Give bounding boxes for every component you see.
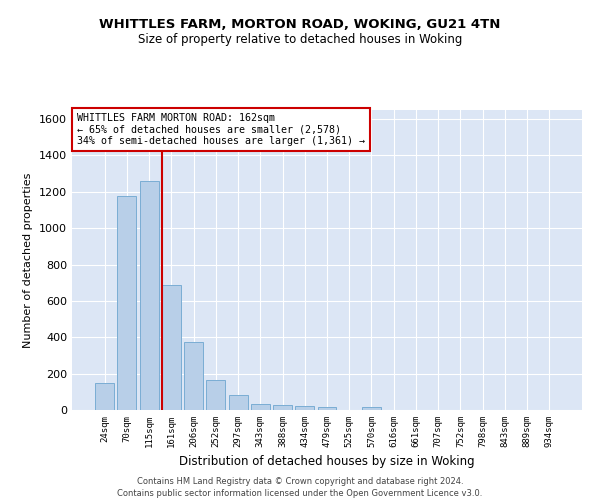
Text: Contains HM Land Registry data © Crown copyright and database right 2024.: Contains HM Land Registry data © Crown c… xyxy=(137,478,463,486)
Y-axis label: Number of detached properties: Number of detached properties xyxy=(23,172,34,348)
Bar xyxy=(184,342,203,410)
X-axis label: Distribution of detached houses by size in Woking: Distribution of detached houses by size … xyxy=(179,456,475,468)
Bar xyxy=(362,408,381,410)
Text: WHITTLES FARM, MORTON ROAD, WOKING, GU21 4TN: WHITTLES FARM, MORTON ROAD, WOKING, GU21… xyxy=(100,18,500,30)
Bar xyxy=(140,181,158,410)
Bar xyxy=(118,196,136,410)
Text: Contains public sector information licensed under the Open Government Licence v3: Contains public sector information licen… xyxy=(118,489,482,498)
Text: WHITTLES FARM MORTON ROAD: 162sqm
← 65% of detached houses are smaller (2,578)
3: WHITTLES FARM MORTON ROAD: 162sqm ← 65% … xyxy=(77,113,365,146)
Bar xyxy=(295,406,314,410)
Bar xyxy=(95,382,114,410)
Bar xyxy=(273,406,292,410)
Bar xyxy=(229,394,248,410)
Text: Size of property relative to detached houses in Woking: Size of property relative to detached ho… xyxy=(138,32,462,46)
Bar xyxy=(317,408,337,410)
Bar xyxy=(162,284,181,410)
Bar xyxy=(206,380,225,410)
Bar xyxy=(251,404,270,410)
